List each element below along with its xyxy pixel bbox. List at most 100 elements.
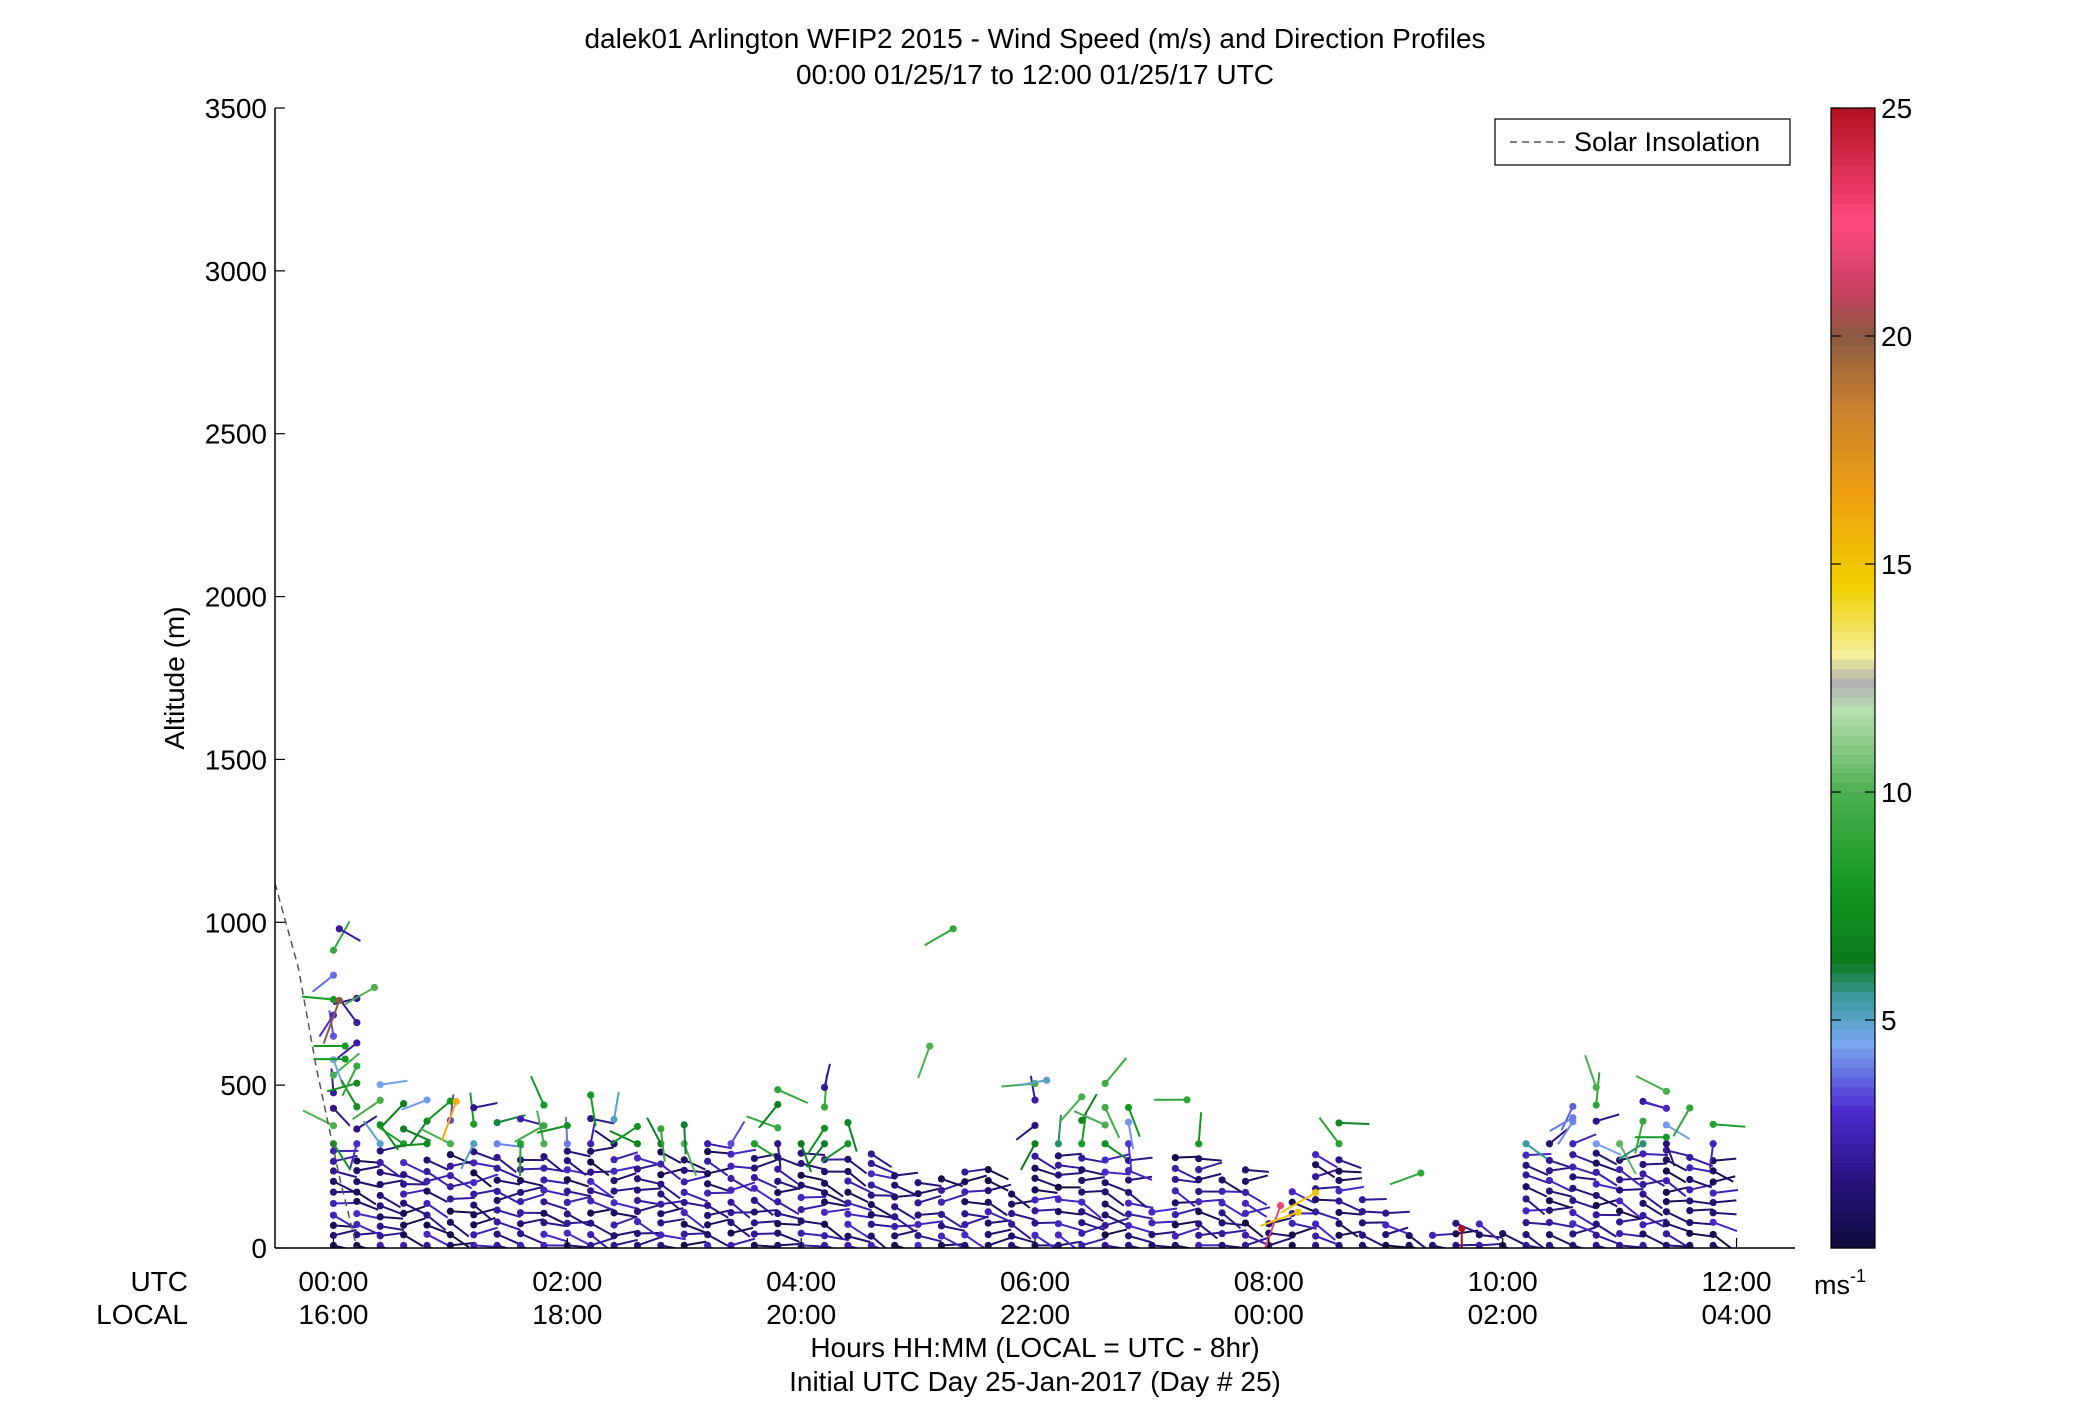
wind-barb-point	[587, 1241, 595, 1248]
wind-barb-point	[1008, 1209, 1016, 1218]
wind-barb-point	[1101, 1241, 1109, 1248]
wind-barb-shaft	[403, 1161, 427, 1175]
wind-barb-point	[540, 1153, 548, 1161]
wind-barb-shaft	[408, 1120, 428, 1147]
colorbar-band	[1831, 459, 1875, 470]
colorbar-band	[1831, 288, 1875, 299]
wind-barb-shaft	[1549, 1116, 1574, 1132]
wind-barb-point	[1195, 1175, 1203, 1184]
wind-barb-point	[633, 1218, 642, 1226]
wind-barb-point	[446, 1151, 454, 1159]
wind-barb-shaft	[1557, 1121, 1574, 1145]
wind-barb-shaft	[1034, 1155, 1057, 1171]
wind-barb-point	[1592, 1191, 1600, 1200]
wind-barb-shaft	[403, 1205, 426, 1215]
wind-barb-shaft	[941, 1224, 965, 1232]
colorbar-band	[1831, 944, 1875, 955]
wind-barb-shaft	[917, 1220, 944, 1226]
wind-barb-shaft	[1584, 1055, 1598, 1088]
wind-barb-shaft	[543, 1178, 569, 1185]
wind-barb-shaft	[301, 995, 334, 1001]
colorbar-band	[1831, 896, 1875, 907]
colorbar-band	[1831, 307, 1875, 318]
wind-barb-point	[493, 1241, 501, 1248]
wind-barb-shaft	[988, 1228, 1012, 1236]
wind-barb-point	[329, 971, 338, 979]
wind-barb-shaft	[1525, 1198, 1546, 1216]
wind-barb-shaft	[566, 1159, 587, 1177]
wind-barb-shaft	[1635, 1075, 1667, 1093]
wind-barb-point	[587, 1177, 595, 1186]
wind-barb-shaft	[964, 1174, 988, 1183]
local-row-label: LOCAL	[96, 1299, 188, 1330]
x-tick-label-local: 04:00	[1701, 1299, 1771, 1330]
wind-barb-shaft	[776, 1143, 782, 1168]
wind-barb-point	[657, 1190, 665, 1198]
wind-barb-point	[1358, 1241, 1366, 1248]
wind-barb-shaft	[777, 1222, 801, 1226]
wind-barb-shaft	[660, 1183, 681, 1200]
wind-barb-point	[329, 1147, 338, 1155]
wind-barb-point	[727, 1229, 735, 1237]
wind-barb-point	[1616, 1176, 1624, 1184]
wind-barb-shaft	[917, 1194, 942, 1204]
chart-title: dalek01 Arlington WFIP2 2015 - Wind Spee…	[584, 23, 1485, 54]
wind-barb-shaft	[871, 1172, 897, 1180]
wind-barb-shaft	[987, 1179, 1009, 1192]
colorbar-band	[1831, 260, 1875, 271]
wind-barb-point	[1522, 1195, 1530, 1203]
wind-barb-shaft	[496, 1167, 520, 1179]
wind-barb-shaft	[426, 1202, 449, 1219]
colorbar-unit-base: ms	[1814, 1270, 1850, 1300]
colorbar-band	[1831, 934, 1875, 945]
wind-barb-shaft	[846, 1122, 858, 1152]
wind-barb-shaft	[1572, 1166, 1597, 1176]
colorbar-band	[1831, 763, 1875, 774]
wind-barb-point	[1405, 1241, 1413, 1248]
wind-barb-shaft	[1548, 1244, 1557, 1248]
wind-barb-shaft	[1292, 1222, 1317, 1230]
wind-barb-point	[587, 1209, 595, 1217]
colorbar-band	[1831, 877, 1875, 888]
colorbar-band	[1831, 1058, 1875, 1069]
wind-barb-point	[1294, 1208, 1302, 1216]
wind-barb-shaft	[1549, 1199, 1572, 1209]
wind-barb-shaft	[1502, 1232, 1524, 1245]
wind-barb-point	[727, 1209, 735, 1217]
wind-barb-point	[587, 1197, 595, 1205]
wind-barb-shaft	[1525, 1233, 1546, 1248]
wind-barb-point	[1709, 1218, 1717, 1226]
wind-barb-shaft	[449, 1221, 470, 1238]
wind-barb-shaft	[1268, 1217, 1292, 1225]
wind-barb-shaft	[777, 1242, 801, 1247]
colorbar-tick-label: 5	[1881, 1005, 1897, 1036]
wind-barb-point	[1101, 1121, 1109, 1129]
wind-barb-shaft	[1104, 1057, 1128, 1085]
wind-barb-point	[353, 1103, 361, 1111]
wind-barb-shaft	[1385, 1210, 1410, 1215]
wind-barb-point	[633, 1122, 642, 1131]
wind-barb-point	[470, 1179, 478, 1187]
wind-barb-shaft	[543, 1221, 568, 1228]
wind-barb-point	[1662, 1133, 1670, 1141]
wind-barb-shaft	[336, 1042, 358, 1059]
wind-barb-point	[610, 1241, 618, 1248]
wind-barb-point	[587, 1158, 595, 1166]
wind-barb-point	[1545, 1197, 1554, 1205]
wind-barb-point	[400, 1158, 408, 1167]
colorbar-band	[1831, 915, 1875, 926]
wind-barb-point	[353, 1062, 361, 1070]
wind-barb-shaft	[1029, 1075, 1036, 1101]
wind-barb-shaft	[1619, 1244, 1644, 1248]
wind-barb-point	[493, 1196, 501, 1205]
wind-barb-shaft	[567, 1244, 591, 1248]
wind-barb-shaft	[1572, 1133, 1597, 1145]
wind-barb-point	[470, 1148, 478, 1156]
wind-barb-shaft	[590, 1200, 615, 1212]
y-axis: 0 500 1000 1500 2000 2500 3000 3500	[205, 93, 285, 1264]
wind-barb-shaft	[441, 1101, 458, 1141]
wind-barb-point	[1545, 1241, 1554, 1248]
wind-barb-point	[1101, 1221, 1109, 1230]
colorbar-band	[1831, 127, 1875, 138]
colorbar-band	[1831, 117, 1875, 128]
